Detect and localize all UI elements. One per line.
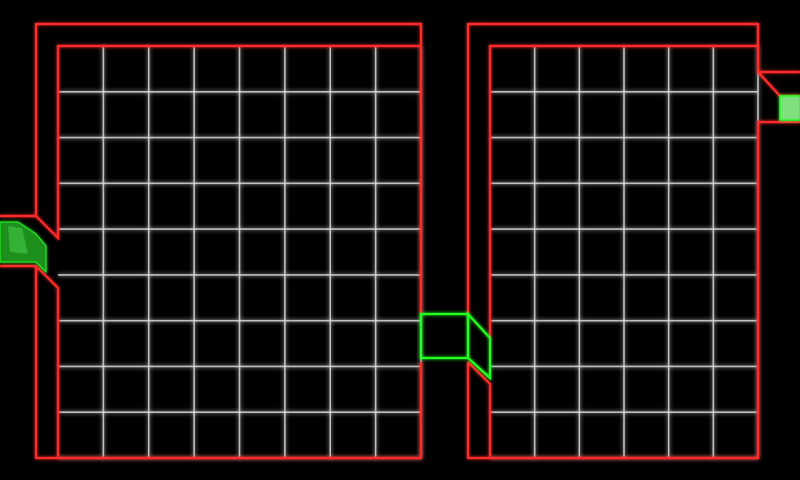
left-room-outer-wall-upper: [0, 22, 423, 314]
right-room-outer-wall-upper: [466, 22, 800, 314]
right-room-inner-wall-lower: [467, 361, 492, 458]
left-room-inner-wall-upper: [35, 44, 421, 241]
left-entrance-doorway[interactable]: [0, 221, 47, 274]
middle-door-side[interactable]: [466, 311, 492, 381]
right-room-outer-wall-lower: [466, 120, 800, 460]
middle-passage-doorway[interactable]: [419, 311, 492, 381]
left-room-walls: [0, 22, 423, 460]
left-room-outer-wall-lower: [0, 264, 423, 460]
right-exit-doorway[interactable]: [779, 95, 800, 121]
left-room-inner-wall-lower: [35, 265, 60, 458]
right-room-inner-wall-upper: [488, 44, 758, 338]
left-entrance-door-shade: [8, 226, 28, 254]
right-exit-door-panel[interactable]: [779, 95, 800, 121]
